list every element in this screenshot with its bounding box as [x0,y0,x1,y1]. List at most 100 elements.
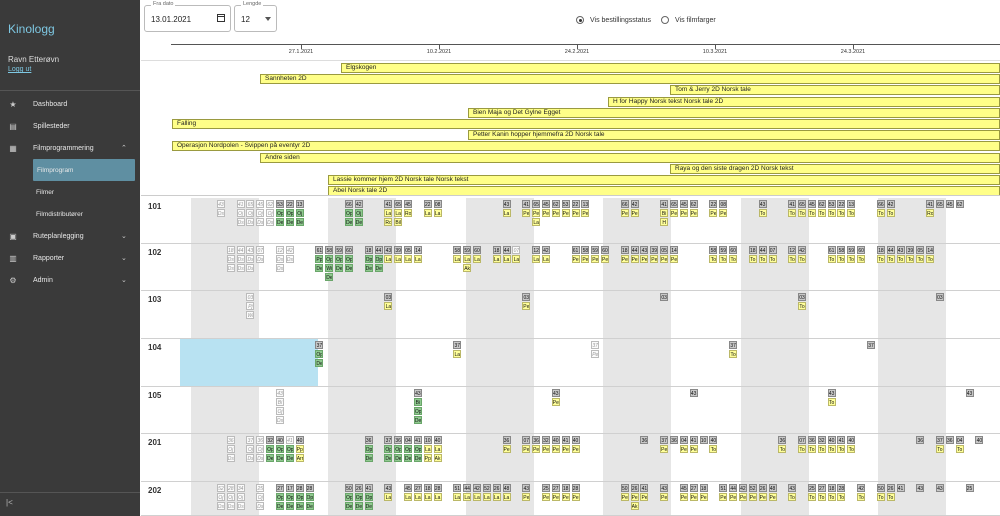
schedule-cell[interactable]: 40 [295,436,304,444]
schedule-cell[interactable]: 22 [571,200,580,208]
schedule-cell[interactable]: To [798,445,807,453]
schedule-cell[interactable]: De [354,502,363,510]
schedule-cell[interactable]: Pe [689,445,698,453]
schedule-cell[interactable]: Oj [246,445,255,453]
schedule-cell[interactable]: 65 [246,200,255,208]
schedule-cell[interactable]: Ds [276,264,284,272]
schedule-cell[interactable]: 27 [413,484,422,492]
schedule-cell[interactable]: Pe [571,209,580,217]
schedule-cell[interactable]: 45 [945,200,954,208]
schedule-cell[interactable]: Ro [404,209,413,217]
selected-period-highlight[interactable] [180,339,318,386]
schedule-cell[interactable]: Pe [522,445,531,453]
schedule-cell[interactable]: To [847,209,856,217]
schedule-cell[interactable]: 43 [522,484,531,492]
schedule-cell[interactable]: 61 [827,246,836,254]
schedule-cell[interactable]: 60 [601,246,610,254]
schedule-cell[interactable]: 41 [413,436,422,444]
schedule-cell[interactable]: 25 [965,484,974,492]
schedule-cell[interactable]: De [285,454,294,462]
schedule-cell[interactable]: 18 [226,246,235,254]
schedule-cell[interactable]: 04 [955,436,964,444]
schedule-cell[interactable]: Pe [571,445,580,453]
schedule-cell[interactable]: 43 [276,389,284,397]
schedule-cell[interactable]: 36 [640,436,649,444]
schedule-cell[interactable]: 13 [847,200,856,208]
schedule-cell[interactable]: 58 [581,246,590,254]
schedule-cell[interactable]: Ds [256,454,265,462]
schedule-cell[interactable]: 42 [857,484,866,492]
schedule-cell[interactable]: To [807,209,816,217]
schedule-cell[interactable]: Pe [630,209,639,217]
schedule-cell[interactable]: 50 [344,484,353,492]
schedule-cell[interactable]: 41 [364,484,373,492]
schedule-cell[interactable]: 58 [837,246,846,254]
film-bar[interactable]: Falling [172,119,1000,129]
schedule-cell[interactable]: 28 [295,484,304,492]
schedule-cell[interactable]: La [384,209,393,217]
schedule-cell[interactable]: Ds [216,209,225,217]
schedule-cell[interactable]: 43 [551,389,560,397]
schedule-cell[interactable]: La [433,209,442,217]
schedule-cell[interactable]: 27 [689,484,698,492]
schedule-cell[interactable]: Op [335,255,344,263]
schedule-cell[interactable]: La [394,209,403,217]
schedule-cell[interactable]: 25 [541,484,550,492]
schedule-cell[interactable]: De [335,264,344,272]
schedule-cell[interactable]: Oj [354,209,363,217]
schedule-cell[interactable]: 32 [266,436,275,444]
schedule-cell[interactable]: 39 [394,246,403,254]
schedule-cell[interactable]: To [886,209,895,217]
from-date-value[interactable]: 13.01.2021 [151,15,192,24]
schedule-cell[interactable]: La [473,493,481,501]
schedule-cell[interactable]: Pe [532,209,541,217]
schedule-cell[interactable]: 43 [965,389,974,397]
schedule-cell[interactable]: Pe [768,493,777,501]
schedule-cell[interactable]: 66 [876,200,885,208]
length-value[interactable]: 12 [241,15,250,24]
schedule-cell[interactable]: To [709,255,718,263]
schedule-cell[interactable]: Wi [246,311,255,319]
schedule-cell[interactable]: Pe [541,209,550,217]
schedule-cell[interactable]: 26 [758,484,767,492]
schedule-cell[interactable]: La [433,445,442,453]
schedule-cell[interactable]: Op [364,493,373,501]
schedule-cell[interactable]: La [453,350,462,358]
schedule-cell[interactable]: 59 [719,246,728,254]
schedule-cell[interactable]: Ds [256,255,265,263]
schedule-cell[interactable]: 40 [975,436,984,444]
schedule-cell[interactable]: De [344,264,353,272]
dropdown-arrow-icon[interactable] [265,17,271,21]
schedule-cell[interactable]: 62 [955,200,964,208]
schedule-cell[interactable]: Op [413,445,422,453]
schedule-cell[interactable]: To [778,445,787,453]
collapse-sidebar-icon[interactable]: |< [6,498,13,507]
schedule-cell[interactable]: To [729,350,738,358]
schedule-cell[interactable]: 43 [384,484,393,492]
schedule-cell[interactable]: 32 [541,436,550,444]
schedule-cell[interactable]: 44 [463,484,472,492]
schedule-cell[interactable]: 41 [788,200,797,208]
schedule-cell[interactable]: 36 [916,436,925,444]
sidebar-item-ruteplanlegging[interactable]: ▣ Ruteplanlegging ⌄ [0,225,140,247]
schedule-cell[interactable]: 14 [670,246,678,254]
schedule-cell[interactable]: 60 [473,246,481,254]
schedule-cell[interactable]: Pe [571,255,580,263]
schedule-cell[interactable]: 22 [709,200,718,208]
schedule-cell[interactable]: To [788,255,797,263]
schedule-cell[interactable]: 43 [916,484,925,492]
schedule-cell[interactable]: 22 [837,200,846,208]
schedule-cell[interactable]: Ds [246,454,255,462]
schedule-cell[interactable]: 62 [551,200,560,208]
schedule-cell[interactable]: 61 [571,246,580,254]
schedule-cell[interactable]: La [463,493,472,501]
schedule-cell[interactable]: 62 [689,200,698,208]
sidebar-item-filmprogrammering[interactable]: ▦ Filmprogrammering ⌃ [0,137,140,159]
schedule-cell[interactable]: 03 [522,293,531,301]
schedule-cell[interactable]: 44 [236,246,245,254]
schedule-cell[interactable]: La [502,209,511,217]
schedule-cell[interactable]: Ds [276,416,284,424]
schedule-cell[interactable]: 03 [798,293,807,301]
schedule-cell[interactable]: Wi [325,264,334,272]
schedule-cell[interactable]: To [837,255,846,263]
